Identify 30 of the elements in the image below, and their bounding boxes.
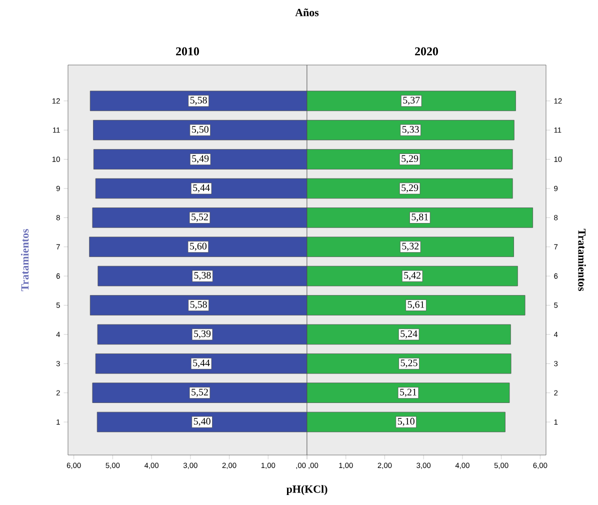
data-label: 5,60 — [190, 242, 207, 251]
data-label: 5,50 — [192, 126, 208, 134]
data-label: 5,52 — [192, 214, 208, 222]
chart-subtitle: 2020 — [415, 47, 438, 56]
data-label: 5,39 — [194, 330, 211, 338]
data-label: 5,24 — [400, 330, 418, 338]
data-label: 5,61 — [408, 301, 424, 310]
chart-subtitle: 2010 — [176, 47, 199, 56]
x-axis-title: pH(KCl) — [286, 485, 328, 496]
data-label: 5,44 — [193, 360, 210, 368]
data-label: 5,81 — [412, 214, 428, 222]
data-label: 5,38 — [194, 272, 211, 280]
data-label: 5,37 — [403, 96, 420, 105]
data-label: 5,33 — [402, 126, 419, 134]
y-axis-title: Tratamientos — [20, 229, 29, 292]
data-label: 5,49 — [192, 155, 209, 164]
data-label: 5,42 — [404, 272, 420, 280]
data-label: 5,32 — [402, 242, 419, 251]
data-label: 5,52 — [192, 388, 208, 397]
data-label: 5,29 — [402, 184, 418, 193]
data-label: 5,21 — [400, 388, 416, 397]
data-label: 5,44 — [193, 184, 210, 193]
y-axis-title: Tratamientos — [578, 228, 586, 291]
data-label: 5,29 — [402, 155, 418, 164]
data-label: 5,10 — [398, 418, 414, 426]
data-label: 5,25 — [400, 360, 418, 368]
data-label: 5,58 — [190, 96, 207, 105]
data-label: 5,40 — [194, 418, 210, 426]
chart-title: Años — [295, 8, 319, 16]
data-label: 5,58 — [190, 301, 207, 310]
